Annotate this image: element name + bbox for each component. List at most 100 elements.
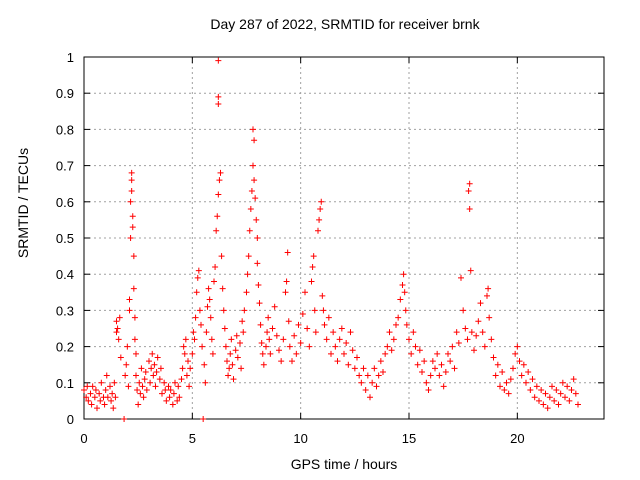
data-point [402, 307, 409, 314]
data-point [148, 365, 155, 372]
data-point [311, 307, 318, 314]
data-point [128, 187, 135, 194]
data-point [529, 376, 536, 383]
data-point [568, 387, 575, 394]
data-point [278, 358, 285, 365]
data-point [142, 368, 149, 375]
data-point [544, 405, 551, 412]
y-tick-label: 0.3 [56, 303, 74, 318]
data-point [219, 285, 226, 292]
data-point [455, 339, 462, 346]
data-point [122, 372, 129, 379]
data-point [486, 314, 493, 321]
data-point [540, 401, 547, 408]
data-point [282, 289, 289, 296]
data-point [432, 365, 438, 372]
data-point [397, 296, 404, 303]
data-point [228, 336, 235, 343]
data-point [412, 343, 419, 350]
data-point [151, 361, 158, 368]
data-point [233, 332, 240, 339]
data-point [336, 336, 343, 343]
data-point [321, 321, 328, 328]
data-point [175, 383, 182, 390]
data-point [234, 354, 241, 361]
data-point [153, 368, 160, 375]
x-axis-label: GPS time / hours [290, 456, 398, 472]
data-point [113, 318, 120, 325]
data-point [518, 372, 525, 379]
data-point [166, 394, 173, 401]
data-point [182, 336, 189, 343]
chart-title: Day 287 of 2022, SRMTID for receiver brn… [210, 16, 480, 32]
data-point [226, 365, 233, 372]
data-point [330, 329, 337, 336]
data-point [141, 376, 148, 383]
data-point [88, 401, 95, 408]
data-point [490, 354, 497, 361]
y-tick-label: 0.8 [56, 122, 74, 137]
data-point [254, 260, 261, 267]
data-point [549, 383, 555, 390]
x-tick-label: 5 [189, 431, 196, 446]
data-point [254, 235, 261, 241]
data-point [201, 361, 208, 368]
data-point [503, 379, 510, 386]
data-point [492, 372, 499, 379]
data-point [154, 354, 161, 361]
data-point [438, 361, 445, 368]
y-tick-label: 0 [67, 412, 74, 427]
y-tick-label: 0.4 [56, 267, 74, 282]
data-point [395, 314, 402, 321]
data-point [393, 321, 399, 328]
y-tick-label: 1 [67, 50, 74, 65]
data-point [318, 198, 325, 205]
data-point [111, 379, 118, 386]
data-point [117, 354, 124, 361]
data-point [204, 303, 211, 310]
x-tick-label: 20 [510, 431, 524, 446]
data-point [250, 162, 256, 169]
data-point [399, 282, 406, 289]
data-point [133, 372, 139, 379]
data-point [187, 365, 194, 372]
data-point [485, 285, 492, 292]
axis-ticks: 00.10.20.30.40.50.60.70.80.910 5 10 15 20 [56, 50, 604, 446]
data-point [200, 416, 207, 422]
data-point [159, 390, 165, 397]
data-point [129, 213, 136, 220]
data-point [162, 387, 169, 394]
data-point [260, 361, 267, 368]
data-point [295, 321, 302, 328]
data-point [440, 383, 447, 390]
data-point [139, 383, 146, 390]
data-point [208, 336, 215, 343]
data-point [309, 263, 316, 270]
data-point [174, 397, 181, 404]
data-point [215, 93, 222, 100]
data-point [241, 307, 248, 314]
data-point [360, 365, 367, 372]
data-point [304, 325, 311, 332]
data-point [501, 387, 508, 394]
data-point [176, 394, 183, 401]
data-point [83, 394, 90, 401]
data-point [575, 401, 581, 408]
y-tick-label: 0.9 [56, 86, 74, 101]
data-point [542, 390, 549, 397]
x-tick-label: 15 [402, 431, 416, 446]
data-point [316, 216, 323, 223]
data-point [221, 325, 228, 332]
data-point [172, 379, 178, 386]
data-point [258, 339, 265, 346]
data-point [273, 332, 280, 339]
data-point [345, 361, 352, 368]
y-tick-label: 0.7 [56, 159, 74, 174]
data-point [212, 263, 219, 270]
data-point [227, 350, 234, 357]
data-point [126, 307, 133, 314]
data-point [546, 394, 553, 401]
data-point [367, 394, 373, 401]
data-point [181, 350, 188, 357]
data-point [161, 379, 168, 386]
